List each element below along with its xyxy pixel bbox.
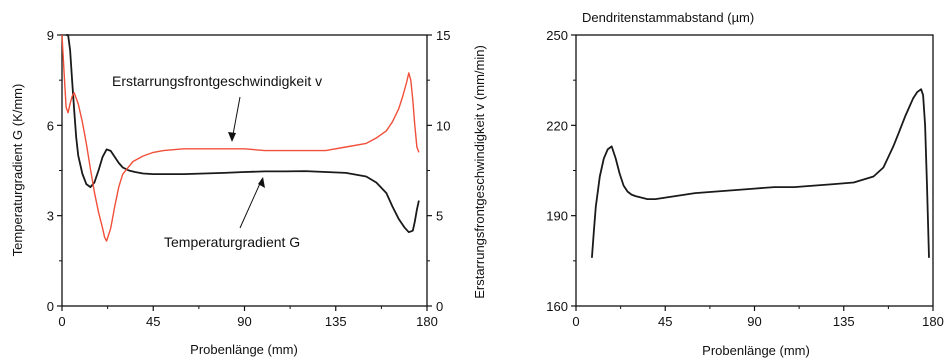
y-tick-label: 9 [47, 28, 54, 43]
y-tick-label: 0 [47, 299, 54, 314]
y-tick-label: 220 [546, 118, 568, 133]
series-left [61, 34, 420, 242]
x-tick-label: 45 [658, 314, 672, 329]
x-tick-label: 180 [922, 314, 944, 329]
x-tick-label: 135 [325, 314, 347, 329]
annotation-arrow-velocity [228, 96, 241, 142]
y-tick-label: 250 [546, 28, 568, 43]
chart-title-right: Dendritenstammabstand (µm) [582, 10, 754, 25]
x-tick-label: 45 [146, 314, 160, 329]
x-tick-label: 180 [416, 314, 438, 329]
y2-tick-label: 10 [436, 118, 450, 133]
y2-tick-label: 15 [436, 28, 450, 43]
series-right [591, 88, 930, 258]
y-axis-label-left: Temperaturgradient G (K/mm) [10, 84, 25, 257]
annotation-gradient: Temperaturgradient G [164, 234, 300, 250]
y-tick-label: 190 [546, 209, 568, 224]
x-tick-label: 135 [833, 314, 855, 329]
y-tick-label: 3 [47, 209, 54, 224]
annotation-arrow-gradient [239, 177, 265, 229]
x-tick-label: 90 [237, 314, 251, 329]
series-line-velocity [61, 34, 420, 242]
series-line-spacing [591, 88, 930, 258]
x-tick-label: 0 [58, 314, 65, 329]
annotation-velocity: Erstarrungsfrontgeschwindigkeit v [112, 73, 322, 89]
y-tick-label: 160 [546, 299, 568, 314]
x-tick-label: 0 [572, 314, 579, 329]
y2-tick-label: 5 [436, 209, 443, 224]
x-axis-label-right: Probenlänge (mm) [702, 343, 810, 358]
y2-axis-label-left: Erstarrungsfrontgeschwindigkeit v (mm/mi… [472, 45, 487, 299]
chart-right: 0 45 90 135 180 160 190 220 250 Dendritenstammab… [546, 10, 944, 358]
x-axis-label-left: Probenlänge (mm) [190, 342, 298, 357]
y-tick-label: 6 [47, 118, 54, 133]
ticks-right: 0 45 90 135 180 160 190 220 250 [546, 28, 944, 329]
y2-tick-label: 0 [436, 299, 443, 314]
series-line-gradient [66, 34, 420, 234]
x-tick-label: 90 [747, 314, 761, 329]
